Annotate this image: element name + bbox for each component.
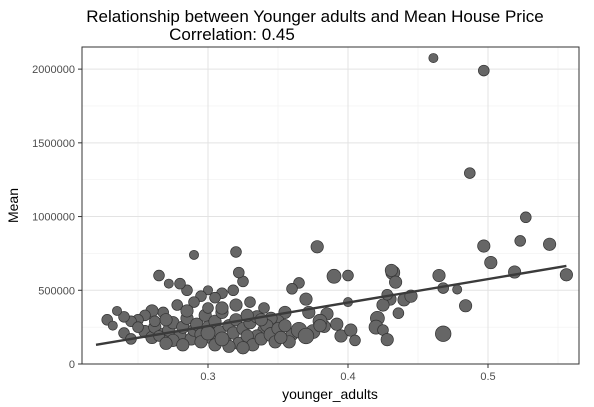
data-point: [297, 327, 315, 345]
chart-subtitle: Correlation: 0.45: [169, 25, 295, 44]
data-point: [299, 292, 313, 306]
data-point: [159, 313, 173, 327]
data-point: [384, 263, 398, 277]
data-point: [464, 167, 476, 179]
data-point: [244, 296, 256, 308]
trend-line-group: [95, 264, 567, 347]
data-point: [107, 320, 118, 331]
x-axis-title: younger_adults: [282, 386, 378, 402]
data-point: [215, 301, 229, 315]
data-point: [344, 323, 358, 337]
data-point: [342, 269, 354, 282]
x-tick-label: 0.5: [480, 371, 495, 383]
data-point: [389, 275, 403, 289]
data-point: [189, 249, 199, 260]
data-point: [478, 64, 490, 77]
data-point: [112, 305, 122, 316]
data-point: [188, 296, 200, 308]
x-tick-label: 0.3: [200, 371, 215, 383]
data-point: [392, 307, 405, 319]
data-point: [163, 278, 174, 289]
data-point: [310, 240, 324, 254]
data-point: [520, 211, 532, 224]
data-point: [118, 311, 130, 323]
data-point: [236, 341, 250, 355]
trend-line: [95, 264, 567, 347]
y-tick-label: 1000000: [32, 212, 75, 224]
y-tick-label: 2000000: [32, 64, 75, 76]
axis-ticks: 0.3 0.4 0.5 0 500000 1000000 1500000 2000000: [32, 64, 495, 383]
data-point: [230, 246, 242, 258]
data-point: [349, 334, 361, 347]
data-point: [435, 325, 452, 342]
y-tick-label: 1500000: [32, 138, 75, 150]
data-point: [176, 338, 190, 352]
data-point: [229, 298, 243, 312]
data-point: [153, 269, 165, 282]
data-point: [428, 53, 439, 64]
data-point: [334, 329, 348, 343]
data-point: [200, 325, 216, 341]
chart-title: Relationship between Younger adults and …: [86, 7, 543, 26]
data-point: [227, 284, 239, 297]
data-point: [326, 268, 342, 284]
data-point: [149, 315, 161, 327]
data-point: [159, 336, 173, 350]
data-point: [432, 268, 446, 283]
x-tick-label: 0.4: [340, 371, 355, 383]
data-point: [180, 304, 194, 318]
data-point: [203, 285, 213, 296]
data-point: [274, 330, 288, 345]
data-point: [543, 237, 557, 251]
data-point: [286, 283, 298, 295]
data-point: [278, 319, 292, 333]
data-point: [258, 302, 270, 314]
data-points: [101, 53, 573, 355]
y-tick-label: 0: [69, 359, 75, 371]
data-point: [174, 277, 186, 290]
plot-border: [81, 46, 580, 365]
data-point: [484, 256, 498, 270]
data-point: [132, 321, 144, 333]
data-point: [559, 268, 573, 282]
data-point: [181, 284, 193, 297]
y-axis-title: Mean: [5, 188, 21, 223]
data-point: [376, 298, 390, 312]
data-point: [209, 291, 221, 304]
data-point: [477, 239, 491, 253]
data-point: [459, 299, 473, 313]
data-point: [330, 317, 344, 331]
data-point: [202, 302, 214, 314]
y-tick-label: 500000: [38, 285, 75, 297]
data-point: [452, 284, 463, 295]
data-point: [233, 266, 245, 279]
data-point: [313, 319, 327, 333]
data-point: [214, 331, 230, 347]
data-point: [380, 333, 394, 347]
data-point: [171, 299, 183, 311]
data-point: [514, 235, 526, 247]
